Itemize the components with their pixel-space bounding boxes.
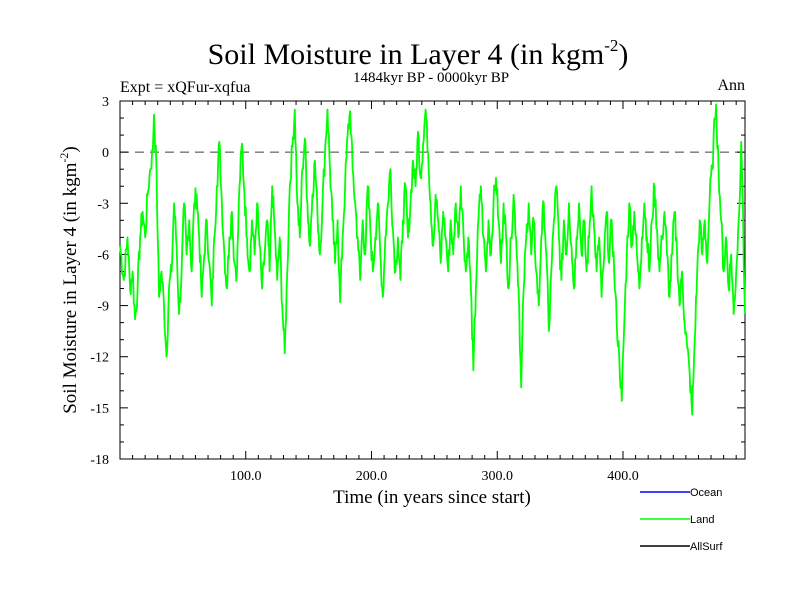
chart-title: Soil Moisture in Layer 4 (in kgm-2)	[208, 36, 629, 71]
y-tick-label: 3	[102, 95, 109, 110]
chart-title-close: )	[618, 38, 628, 71]
legend-label-ocean: Ocean	[690, 487, 722, 499]
y-tick-label: -15	[90, 402, 109, 417]
experiment-label: Expt = xQFur-xqfua	[120, 79, 250, 96]
y-tick-label: -18	[90, 453, 109, 468]
y-axis-label-close: )	[60, 146, 81, 152]
y-tick-label: -12	[90, 351, 109, 366]
y-tick-label: 0	[102, 146, 109, 161]
y-tick-labels: 3 0 -3 -6 -9 -12 -15 -18	[90, 95, 109, 468]
legend: Ocean Land AllSurf	[640, 487, 723, 553]
season-label: Ann	[717, 77, 745, 94]
axis-ticks	[120, 100, 745, 460]
y-tick-label: -9	[97, 300, 109, 315]
x-tick-label: 300.0	[482, 469, 514, 484]
y-axis-label: Soil Moisture in Layer 4 (in kgm-2)	[57, 146, 81, 414]
y-axis-label-main: Soil Moisture in Layer 4 (in kgm	[60, 162, 81, 413]
y-tick-label: -6	[97, 248, 109, 263]
legend-label-land: Land	[690, 514, 714, 526]
chart-subtitle: 1484kyr BP - 0000kyr BP	[353, 70, 509, 86]
legend-label-allsurf: AllSurf	[690, 541, 723, 553]
chart-title-superscript: -2	[604, 36, 618, 55]
x-tick-label: 100.0	[230, 469, 262, 484]
x-tick-label: 200.0	[356, 469, 388, 484]
chart-title-main: Soil Moisture in Layer 4 (in kgm	[208, 38, 605, 71]
series-line-land	[119, 103, 746, 416]
y-axis-label-superscript: -2	[57, 153, 71, 163]
x-tick-labels: 100.0 200.0 300.0 400.0	[230, 469, 639, 484]
plot-area	[119, 100, 746, 460]
x-tick-label: 400.0	[607, 469, 639, 484]
y-tick-label: -3	[97, 197, 109, 212]
x-axis-label: Time (in years since start)	[333, 487, 531, 508]
